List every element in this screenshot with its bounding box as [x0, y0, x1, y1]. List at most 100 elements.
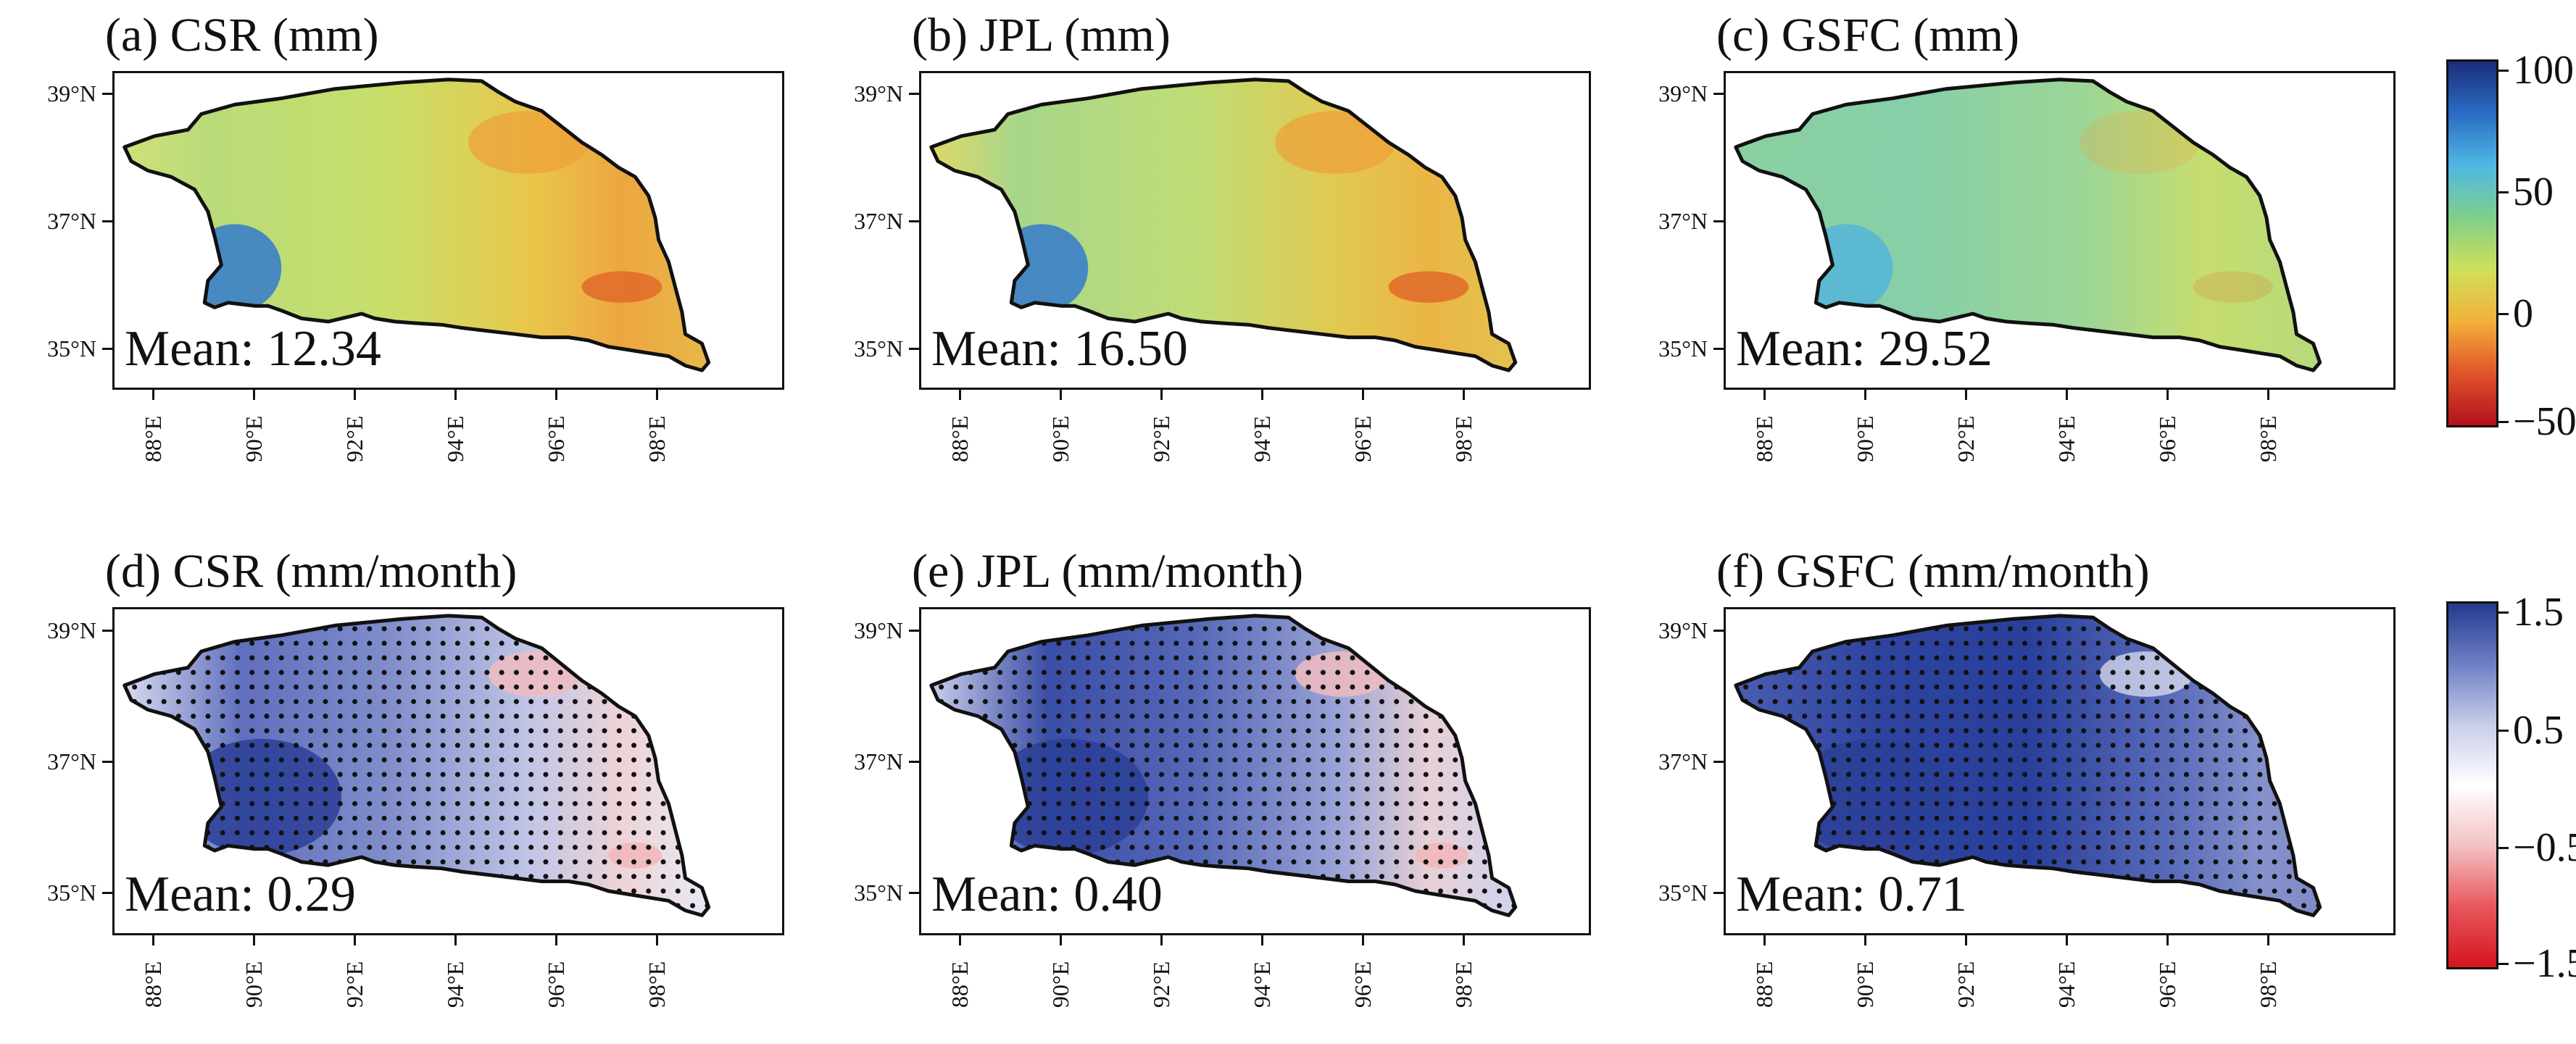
significance-dot — [1890, 830, 1895, 835]
significance-dot — [660, 757, 666, 763]
significance-dot — [2213, 655, 2219, 661]
significance-dot — [1482, 874, 1487, 880]
significance-dot — [499, 640, 504, 646]
significance-dot — [484, 772, 490, 777]
significance-dot — [1173, 757, 1179, 763]
significance-dot — [337, 669, 343, 675]
significance-dot — [454, 684, 460, 690]
significance-dot — [1276, 655, 1282, 661]
significance-dot — [249, 684, 255, 690]
significance-dot — [1905, 698, 1911, 704]
significance-dot — [1320, 698, 1326, 704]
significance-dot — [1100, 772, 1106, 777]
significance-dot — [1085, 640, 1091, 646]
significance-dot — [1335, 845, 1341, 851]
significance-dot — [1379, 714, 1384, 719]
significance-dot — [1276, 714, 1282, 719]
significance-dot — [1173, 801, 1179, 806]
significance-dot — [1772, 786, 1778, 792]
significance-dot — [1758, 743, 1763, 748]
significance-dot — [2022, 655, 2028, 661]
significance-dot — [1173, 743, 1179, 748]
x-tick — [958, 390, 961, 400]
anomaly-blob — [1275, 111, 1395, 174]
significance-dot — [572, 903, 578, 909]
significance-dot — [1408, 698, 1414, 704]
significance-dot — [2154, 830, 2160, 835]
significance-dot — [454, 743, 460, 748]
significance-dot — [1890, 669, 1895, 675]
significance-dot — [1964, 684, 1969, 690]
significance-dot — [1202, 714, 1208, 719]
significance-dot — [997, 714, 1003, 719]
significance-dot — [1320, 845, 1326, 851]
significance-dot — [1919, 801, 1925, 806]
significance-dot — [484, 714, 490, 719]
significance-dot — [1743, 655, 1749, 661]
significance-dot — [1012, 655, 1018, 661]
significance-dot — [2022, 728, 2028, 734]
significance-dot — [1861, 626, 1866, 632]
significance-dot — [1305, 684, 1311, 690]
significance-dot — [411, 903, 417, 909]
y-tick-label: 35°N — [854, 880, 903, 906]
significance-dot — [294, 669, 299, 675]
significance-dot — [1335, 859, 1341, 865]
significance-dot — [1129, 743, 1135, 748]
significance-dot — [1890, 772, 1895, 777]
significance-dot — [2051, 874, 2057, 880]
significance-dot — [1511, 815, 1516, 821]
significance-dot — [499, 698, 504, 704]
significance-dot — [2286, 698, 2292, 704]
significance-dot — [2022, 626, 2028, 632]
significance-dot — [2007, 728, 2013, 734]
significance-dot — [631, 684, 637, 690]
significance-dot — [2198, 655, 2204, 661]
significance-dot — [1772, 698, 1778, 704]
significance-dot — [1861, 801, 1866, 806]
significance-dot — [381, 845, 387, 851]
significance-dot — [528, 728, 534, 734]
significance-dot — [2183, 640, 2189, 646]
significance-dot — [2022, 786, 2028, 792]
significance-dot — [1364, 743, 1370, 748]
significance-dot — [352, 743, 358, 748]
significance-dot — [646, 830, 652, 835]
significance-dot — [2051, 714, 2057, 719]
mean-label: Mean: 0.71 — [1736, 866, 1967, 922]
significance-dot — [2007, 626, 2013, 632]
significance-dot — [1276, 669, 1282, 675]
significance-dot — [2243, 743, 2248, 748]
significance-dot — [675, 655, 681, 661]
significance-dot — [1026, 684, 1032, 690]
significance-dot — [997, 859, 1003, 865]
significance-dot — [1159, 714, 1165, 719]
significance-dot — [2257, 874, 2263, 880]
significance-dot — [1364, 830, 1370, 835]
x-tick — [1361, 390, 1364, 400]
significance-dot — [1743, 626, 1749, 632]
significance-dot — [1743, 801, 1749, 806]
significance-dot — [513, 743, 519, 748]
significance-dot — [1115, 714, 1121, 719]
significance-dot — [2081, 830, 2087, 835]
significance-dot — [2243, 728, 2248, 734]
significance-dot — [1364, 626, 1370, 632]
significance-dot — [411, 830, 417, 835]
significance-dot — [1861, 859, 1866, 865]
significance-dot — [220, 684, 225, 690]
significance-dot — [1232, 655, 1238, 661]
significance-dot — [1993, 669, 1998, 675]
significance-dot — [616, 874, 622, 880]
significance-dot — [1831, 698, 1837, 704]
significance-dot — [1845, 743, 1851, 748]
x-tick-label: 92°E — [341, 961, 367, 1008]
significance-dot — [352, 801, 358, 806]
significance-dot — [352, 698, 358, 704]
significance-dot — [1071, 859, 1076, 865]
significance-dot — [2037, 888, 2043, 894]
significance-dot — [1188, 830, 1194, 835]
significance-dot — [161, 640, 167, 646]
significance-dot — [1188, 903, 1194, 909]
significance-dot — [396, 626, 402, 632]
